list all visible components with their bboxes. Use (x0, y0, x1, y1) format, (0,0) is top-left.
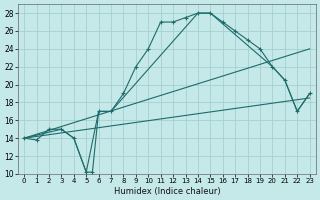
X-axis label: Humidex (Indice chaleur): Humidex (Indice chaleur) (114, 187, 220, 196)
